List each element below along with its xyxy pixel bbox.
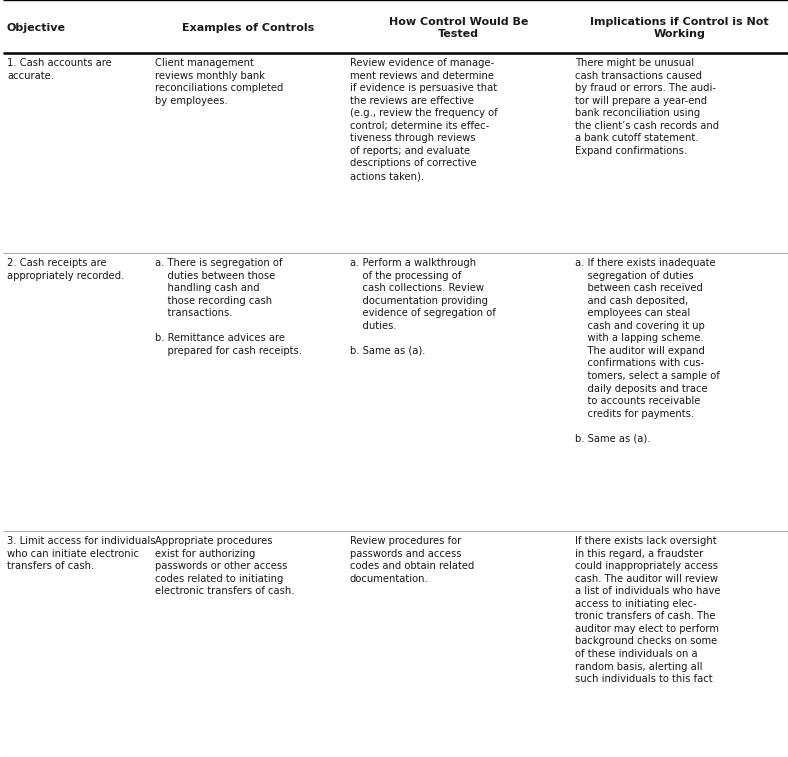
Text: Client management
reviews monthly bank
reconciliations completed
by employees.: Client management reviews monthly bank r… bbox=[155, 58, 284, 106]
Text: If there exists lack oversight
in this regard, a fraudster
could inappropriately: If there exists lack oversight in this r… bbox=[575, 536, 720, 684]
Text: a. Perform a walkthrough
    of the processing of
    cash collections. Review
 : a. Perform a walkthrough of the processi… bbox=[350, 258, 496, 356]
Text: 2. Cash receipts are
appropriately recorded.: 2. Cash receipts are appropriately recor… bbox=[7, 258, 125, 281]
Text: How Control Would Be
Tested: How Control Would Be Tested bbox=[388, 17, 528, 39]
Text: 3. Limit access for individuals
who can initiate electronic
transfers of cash.: 3. Limit access for individuals who can … bbox=[7, 536, 155, 571]
Text: There might be unusual
cash transactions caused
by fraud or errors. The audi-
to: There might be unusual cash transactions… bbox=[575, 58, 719, 156]
Text: Implications if Control is Not
Working: Implications if Control is Not Working bbox=[590, 17, 769, 39]
Text: Review evidence of manage-
ment reviews and determine
if evidence is persuasive : Review evidence of manage- ment reviews … bbox=[350, 58, 498, 181]
Text: Objective: Objective bbox=[7, 23, 66, 33]
Text: a. If there exists inadequate
    segregation of duties
    between cash receive: a. If there exists inadequate segregatio… bbox=[575, 258, 720, 444]
Text: Examples of Controls: Examples of Controls bbox=[182, 23, 314, 33]
Text: 1. Cash accounts are
accurate.: 1. Cash accounts are accurate. bbox=[7, 58, 112, 80]
Text: Review procedures for
passwords and access
codes and obtain related
documentatio: Review procedures for passwords and acce… bbox=[350, 536, 474, 584]
Text: a. There is segregation of
    duties between those
    handling cash and
    th: a. There is segregation of duties betwee… bbox=[155, 258, 302, 356]
Text: Appropriate procedures
exist for authorizing
passwords or other access
codes rel: Appropriate procedures exist for authori… bbox=[155, 536, 295, 597]
